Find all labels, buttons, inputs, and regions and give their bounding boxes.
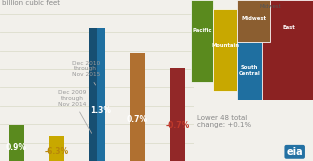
- Text: 0.7%: 0.7%: [127, 115, 148, 124]
- Text: billion cubic feet: billion cubic feet: [2, 0, 60, 6]
- Text: Pacific: Pacific: [192, 28, 212, 33]
- Text: -6.3%: -6.3%: [45, 147, 69, 156]
- Text: Midwest: Midwest: [259, 4, 281, 9]
- Polygon shape: [213, 9, 237, 91]
- Polygon shape: [237, 42, 262, 100]
- Polygon shape: [191, 0, 213, 82]
- Polygon shape: [237, 0, 270, 42]
- Bar: [49, 136, 64, 161]
- Text: South
Central: South Central: [239, 65, 260, 76]
- Polygon shape: [262, 0, 313, 100]
- Text: eia: eia: [286, 147, 303, 157]
- Bar: [97, 28, 105, 161]
- Text: Mountain: Mountain: [211, 43, 239, 48]
- Bar: [170, 68, 185, 161]
- Bar: [9, 125, 24, 161]
- Bar: [89, 28, 97, 161]
- Text: East: East: [282, 25, 295, 30]
- Text: Midwest: Midwest: [241, 16, 266, 21]
- Text: Dec 2009
through
Nov 2014: Dec 2009 through Nov 2014: [58, 90, 92, 133]
- Text: Dec 2010
through
Nov 2015: Dec 2010 through Nov 2015: [72, 61, 100, 85]
- Text: Lower 48 total
change: +0.1%: Lower 48 total change: +0.1%: [197, 115, 251, 128]
- Text: 1.3%: 1.3%: [90, 106, 111, 115]
- Text: -0.7%: -0.7%: [166, 121, 190, 130]
- Text: 0.9%: 0.9%: [6, 143, 27, 152]
- Bar: [130, 53, 145, 161]
